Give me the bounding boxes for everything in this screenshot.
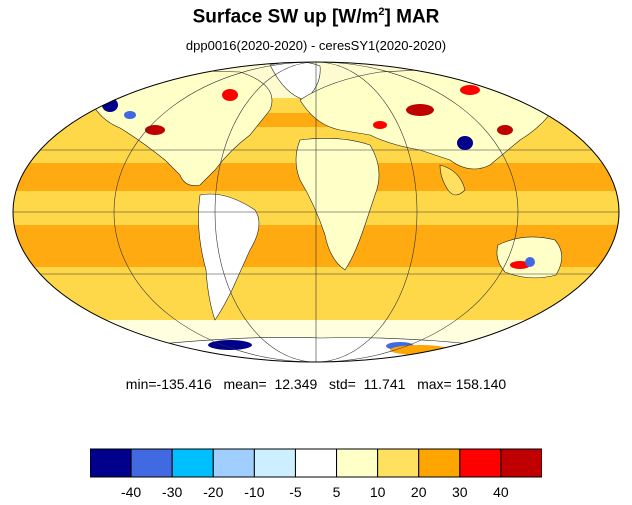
land-greenland (269, 62, 321, 101)
colorbar-tick-label: 30 (452, 484, 468, 500)
patch-blue-5 (208, 340, 252, 350)
patch-blue-3 (457, 136, 473, 150)
colorbar-swatch-7 (377, 448, 420, 478)
anomaly-patches (102, 85, 535, 355)
colorbar-tick-label: 40 (493, 484, 509, 500)
colorbar-tick-label: -10 (244, 484, 265, 500)
colorbar-swatch-9 (459, 448, 502, 478)
patch-red-4 (460, 85, 480, 95)
patch-red-6 (510, 261, 530, 269)
map-field (13, 62, 619, 362)
colorbar-swatch-4 (253, 448, 296, 478)
colorbar (90, 448, 542, 478)
colorbar-tick-label: -5 (289, 484, 302, 500)
land-south-asia (439, 164, 466, 196)
land-south-america (198, 193, 260, 321)
land-antarctica (149, 337, 481, 362)
plot-subtitle: dpp0016(2020-2020) - ceresSY1(2020-2020) (185, 38, 447, 53)
colorbar-swatch-0 (90, 448, 132, 478)
colorbar-tick-label: 10 (369, 484, 386, 500)
patch-orange-1 (390, 345, 450, 355)
colorbar-tick-label: -30 (162, 484, 183, 500)
map-border (12, 61, 620, 363)
plot-title: Surface SW up [W/m2] MAR (192, 6, 440, 28)
colorbar-tick-label: -40 (120, 484, 142, 500)
land-eurasia (299, 67, 561, 170)
patch-red-2 (222, 89, 238, 101)
colorbar-swatch-10 (500, 448, 542, 478)
colorbar-swatch-5 (294, 448, 338, 478)
graticule (13, 62, 619, 362)
colorbar-swatch-6 (336, 448, 379, 478)
land-africa (295, 138, 380, 271)
colorbar-swatch-2 (171, 448, 214, 478)
patch-blue-2 (124, 111, 136, 119)
patch-red-5 (497, 125, 513, 135)
colorbar-tick-label: 5 (332, 484, 341, 500)
patch-red-1 (145, 125, 165, 135)
colorbar-swatch-8 (418, 448, 461, 478)
colorbar-tick-label: -20 (203, 484, 224, 500)
colorbar-tick-label: 20 (410, 484, 427, 500)
patch-red-7 (373, 121, 387, 129)
patch-blue-4 (525, 257, 535, 267)
colorbar-swatch-1 (130, 448, 173, 478)
stats-line: min=-135.416 mean= 12.349 std= 11.741 ma… (125, 376, 507, 392)
patch-red-3 (406, 104, 434, 116)
colorbar-swatch-3 (212, 448, 255, 478)
